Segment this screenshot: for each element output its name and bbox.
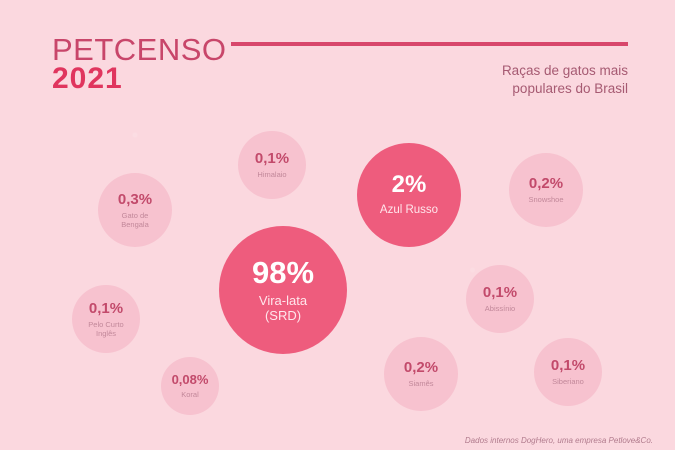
- title-petcenso: PETCENSO: [52, 32, 227, 67]
- bubble-label: Azul Russo: [379, 203, 439, 216]
- bubble-siberiano: 0,1% Siberiano: [534, 338, 602, 406]
- bubble-bengala: 0,3% Gato de Bengala: [98, 173, 172, 247]
- bubble-pelo-curto-ingles: 0,1% Pelo Curto Inglês: [72, 285, 140, 353]
- bubble-snowshoe: 0,2% Snowshoe: [509, 153, 583, 227]
- header-rule: [231, 42, 628, 46]
- bubble-value: 0,1%: [550, 357, 586, 374]
- bubble-label: Abissínio: [484, 304, 516, 313]
- subtitle: Raças de gatos mais populares do Brasil: [502, 62, 628, 98]
- bubble-value: 0,1%: [482, 284, 518, 301]
- bubble-value: 0,1%: [254, 150, 290, 167]
- bubble-azul-russo: 2% Azul Russo: [357, 143, 461, 247]
- bubble-label: Snowshoe: [528, 195, 564, 204]
- bubble-label-line1: Vira-lata: [258, 292, 308, 308]
- bubble-abissinio: 0,1% Abissínio: [466, 265, 534, 333]
- bubble-label-line1: Pelo Curto: [88, 319, 124, 329]
- subtitle-line1: Raças de gatos mais: [501, 63, 628, 78]
- bubble-value: 0,3%: [117, 190, 153, 208]
- bubble-label: Himalaio: [257, 170, 287, 179]
- subtitle-line2: populares do Brasil: [512, 81, 628, 96]
- bubble-label-line2: (SRD): [264, 307, 302, 323]
- bubble-koral: 0,08% Koral: [161, 357, 219, 415]
- bubble-value: 0,2%: [403, 359, 439, 376]
- bubble-himalaio: 0,1% Himalaio: [238, 131, 306, 199]
- bubble-label: Koral: [181, 390, 199, 399]
- bubble-value: 2%: [391, 170, 427, 198]
- bubble-value: 0,08%: [171, 372, 209, 387]
- bubble-value: 98%: [251, 254, 315, 290]
- bubble-label-line2: Bengala: [121, 219, 149, 229]
- bubble-label: Pelo Curto Inglês: [88, 320, 123, 338]
- bubble-label: Gato de Bengala: [121, 211, 149, 229]
- bubble-label-line1: Gato de: [121, 210, 149, 220]
- title-year: 2021: [52, 62, 123, 95]
- bubble-vira-lata: 98% Vira-lata (SRD): [219, 226, 347, 354]
- bubble-value: 0,2%: [528, 175, 564, 192]
- source-note: Dados internos DogHero, uma empresa Petl…: [464, 436, 653, 445]
- bubble-label: Siberiano: [552, 377, 584, 386]
- bubble-value: 0,1%: [88, 299, 124, 317]
- bubble-label-line2: Inglês: [95, 328, 116, 338]
- bubble-label: Siamês: [408, 379, 434, 388]
- bubble-siames: 0,2% Siamês: [384, 337, 458, 411]
- bubble-label: Vira-lata (SRD): [258, 292, 308, 324]
